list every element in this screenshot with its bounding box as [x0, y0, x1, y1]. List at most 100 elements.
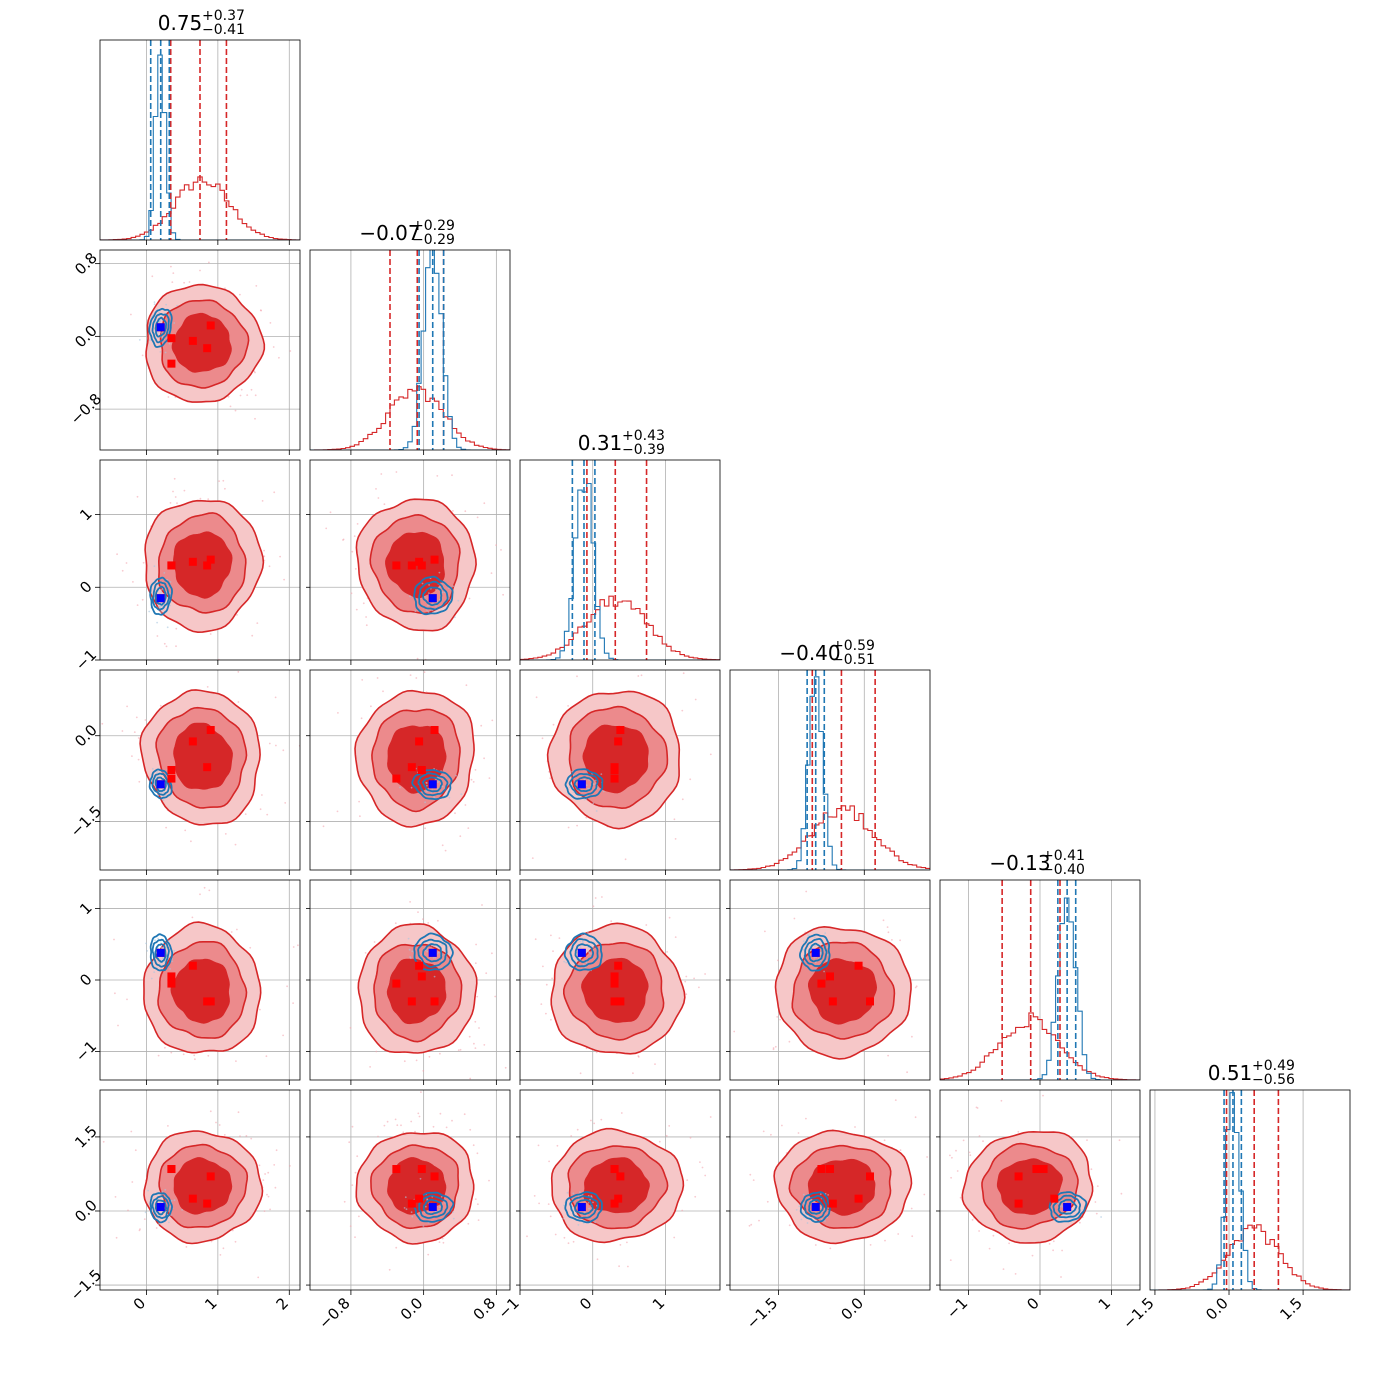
panel-content: [520, 880, 720, 1080]
sample-point: [141, 354, 144, 357]
sample-point: [883, 1139, 886, 1142]
sample-point: [183, 281, 186, 284]
sample-point: [289, 1165, 291, 1167]
sample-point: [1118, 1139, 1121, 1142]
sample-point: [446, 665, 448, 667]
truth-marker-red: [616, 997, 625, 1006]
sample-point: [491, 719, 494, 722]
sample-point: [380, 473, 383, 475]
sample-point-narrow: [164, 351, 167, 354]
sample-point: [361, 679, 364, 681]
sample-point: [415, 677, 418, 679]
sample-point: [126, 998, 128, 1001]
sample-point: [209, 633, 212, 635]
sample-point: [500, 549, 502, 551]
sample-point-narrow: [145, 942, 148, 945]
truth-marker-red: [188, 1194, 197, 1203]
sample-point: [165, 645, 168, 648]
sample-point-narrow: [438, 571, 441, 574]
sample-point-narrow: [409, 595, 411, 598]
tick-label-y: 0.0: [71, 1196, 101, 1226]
sample-point: [235, 1060, 237, 1062]
sample-point: [668, 916, 671, 919]
panel-frame: [1149, 1089, 1351, 1291]
sample-point: [474, 769, 477, 771]
sample-point: [556, 1144, 559, 1147]
sample-point: [800, 1292, 802, 1294]
sample-point: [388, 1268, 391, 1271]
truth-marker-red: [392, 774, 401, 783]
contour-narrow-1: [803, 937, 828, 967]
sample-point-narrow: [798, 1205, 801, 1208]
sample-point: [494, 995, 497, 998]
sample-point: [410, 1120, 413, 1123]
sample-point: [779, 1018, 781, 1021]
truth-marker-red: [614, 961, 623, 970]
sample-point-narrow: [435, 605, 437, 607]
sample-point-narrow: [572, 1207, 574, 1210]
panel-content: [940, 880, 1140, 1080]
truth-marker-blue: [577, 948, 586, 957]
contour-narrow-0: [564, 768, 604, 800]
sample-point: [114, 1196, 117, 1198]
sample-point-narrow: [587, 1202, 590, 1204]
histogram-broad: [1150, 1224, 1350, 1290]
sample-point: [472, 781, 475, 783]
tick-label-y: 0: [76, 970, 95, 989]
sample-point-narrow: [453, 616, 456, 619]
panel-frame: [519, 459, 721, 661]
sample-point: [483, 794, 485, 796]
sample-point-narrow: [169, 581, 172, 583]
sample-point: [934, 1145, 936, 1147]
sample-point: [473, 1042, 475, 1045]
sample-point-narrow: [169, 1205, 172, 1208]
sample-point: [194, 1058, 196, 1061]
sample-point: [470, 778, 473, 781]
sample-point: [337, 712, 339, 714]
sample-point: [1090, 1168, 1093, 1171]
sample-point-narrow: [795, 1209, 798, 1211]
sample-point: [488, 1179, 490, 1182]
tick-label-y: 0.0: [71, 322, 101, 352]
sample-point-narrow: [813, 956, 816, 959]
sample-point: [132, 581, 134, 583]
sample-point-narrow: [595, 810, 598, 812]
sample-point: [422, 1070, 425, 1072]
sample-point-narrow: [579, 1191, 581, 1194]
panel-frame: [99, 39, 301, 241]
sample-point-narrow: [164, 1188, 167, 1191]
tick-label-x: −1: [943, 1294, 971, 1322]
sample-point: [241, 1081, 243, 1083]
sample-point-narrow: [399, 786, 401, 789]
sample-point-narrow: [428, 1211, 430, 1213]
sample-point: [685, 993, 688, 996]
contour-narrow-2: [1057, 1198, 1078, 1215]
sample-point: [567, 826, 570, 829]
sample-point: [545, 983, 548, 986]
sample-point: [595, 1051, 598, 1054]
truth-marker-red: [167, 766, 176, 774]
contour-broad-inner: [173, 1157, 233, 1215]
truth-marker-red: [407, 1199, 416, 1208]
sample-point: [698, 986, 700, 989]
sample-point-narrow: [168, 342, 171, 345]
contour-narrow-0: [799, 1191, 831, 1223]
sample-point-narrow: [163, 572, 166, 574]
sample-point-narrow: [433, 796, 435, 798]
sample-point: [185, 1246, 188, 1248]
sample-point: [136, 604, 139, 606]
truth-marker-red: [616, 1172, 625, 1181]
histogram-broad: [100, 176, 300, 240]
sample-point: [439, 1112, 442, 1115]
panel-1-1: −0.07+0.29−0.29: [309, 218, 511, 455]
sample-point-narrow: [144, 1211, 147, 1214]
panel-content: [730, 670, 930, 870]
sample-point: [259, 1008, 261, 1011]
sample-point: [645, 924, 648, 926]
sample-point: [776, 1016, 779, 1018]
sample-point: [474, 962, 477, 965]
sample-point: [788, 1040, 791, 1043]
sample-point: [869, 1244, 872, 1246]
sample-point: [428, 1055, 431, 1058]
sample-point-narrow: [802, 1193, 805, 1196]
